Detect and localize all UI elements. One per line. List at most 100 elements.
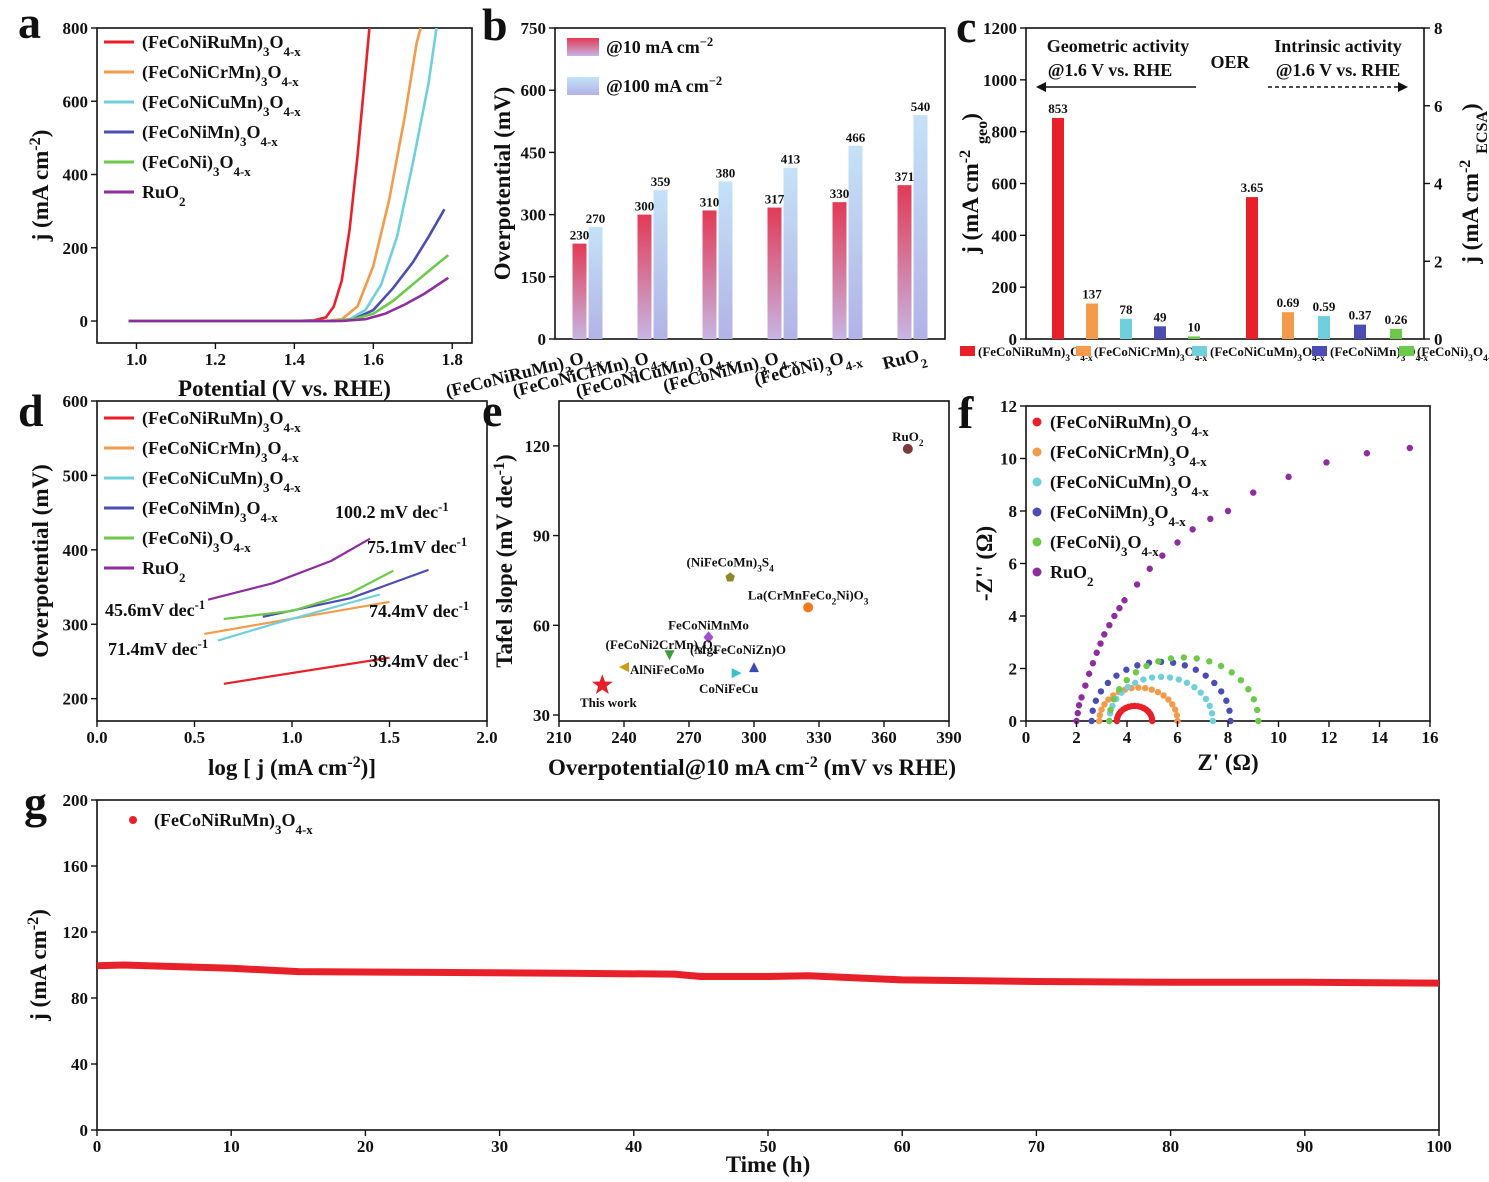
panel-f-point-FeCoNi <box>1245 686 1252 693</box>
panel-d-x-tick-label: 1.5 <box>379 728 400 747</box>
panel-b-legend-label-part: −2 <box>700 35 713 49</box>
panel-a-x-tick-label: 1.6 <box>363 350 384 369</box>
panel-c-legend-label-part: 3 <box>1297 354 1302 364</box>
panel-f-point-FeCoNiMn <box>1218 688 1225 695</box>
panel-f-point-FeCoNi <box>1193 655 1200 662</box>
panel-c-ylabel-right-part: -2 <box>1457 160 1474 173</box>
panel-a-legend-label: (FeCoNiRuMn)3O4-x <box>142 32 301 59</box>
panel-f-legend-swatch <box>1032 417 1042 427</box>
panel-a-legend-label-part: (FeCoNiCuMn) <box>142 92 263 113</box>
panel-f-point-FeCoNi <box>1255 717 1262 725</box>
panel-c-legend-swatch <box>1076 346 1091 356</box>
panel-d-line-FeCoNiRuMn <box>223 656 390 685</box>
panel-f-legend-label-part: (FeCoNiRuMn) <box>1050 412 1171 433</box>
panel-c-value-label: 78 <box>1120 302 1134 317</box>
panel-e-x-tick-label: 330 <box>806 728 832 747</box>
panel-a-legend-label-part: 2 <box>179 194 185 209</box>
panel-g-y-tick-label: 160 <box>63 857 89 876</box>
panel-f-point-FeCoNiCuMn <box>1175 676 1182 683</box>
panel-f-point-FeCoNiCuMn <box>1206 702 1213 710</box>
panel-b-value-label: 310 <box>700 194 720 209</box>
panel-a-legend-label-part: 3 <box>263 104 270 119</box>
panel-e-xlabel-part: Overpotential@10 mA cm <box>548 755 804 781</box>
panel-d-legend-label: (FeCoNiCrMn)3O4-x <box>142 438 299 465</box>
panel-b-value-label: 317 <box>765 192 785 207</box>
panel-d-slope-label-part: -1 <box>195 598 206 612</box>
panel-d-xlabel-part: log [ j (mA cm <box>208 755 347 780</box>
panel-label-c: c <box>956 1 976 52</box>
panel-d-slope-label-part: 74.4mV dec <box>369 601 459 621</box>
panel-c-value-label: 0.37 <box>1349 308 1372 323</box>
panel-f-point-RuO2 <box>1074 709 1081 717</box>
panel-a-ylabel-part: -2 <box>27 137 44 150</box>
panel-e-point <box>749 662 759 673</box>
panel-a-legend-label-part: 4-x <box>233 164 251 179</box>
panel-f-y-tick-label: 8 <box>1009 502 1018 521</box>
panel-f-point-FeCoNiCuMn <box>1208 710 1216 717</box>
panel-d-legend-label-part: 3 <box>263 420 270 435</box>
panel-a-ylabel: j (mA cm-2) <box>27 130 54 243</box>
panel-f-point-FeCoNi <box>1143 662 1150 670</box>
panel-f-point-RuO2 <box>1121 597 1128 604</box>
panel-f-point-RuO2 <box>1085 670 1093 677</box>
panel-f-point-FeCoNiCuMn <box>1157 673 1165 681</box>
panel-e-x-tick-label: 300 <box>741 728 767 747</box>
panel-e-point-label-part: 4 <box>713 647 718 657</box>
panel-f-point-FeCoNi <box>1106 717 1113 725</box>
panel-a-x-tick-label: 1.8 <box>442 350 463 369</box>
panel-f-point-FeCoNiCrMn <box>1160 692 1167 699</box>
panel-f-point-RuO2 <box>1323 459 1330 466</box>
panel-d-slope-label-part: 39.4mV dec <box>369 651 459 671</box>
panel-f-point-FeCoNiMn <box>1088 717 1095 725</box>
panel-g-y-tick-label: 40 <box>71 1055 88 1074</box>
panel-e-point-label-part: 4 <box>769 564 774 574</box>
panel-c-bar-geometric <box>1052 117 1064 339</box>
panel-f-point-FeCoNiCrMn <box>1101 701 1108 708</box>
panel-a-legend-label-part: 4-x <box>283 104 301 119</box>
panel-label-a: a <box>18 0 41 48</box>
panel-d-x-tick-label: 0.0 <box>86 728 107 747</box>
panel-c-value-label: 0.26 <box>1385 312 1408 327</box>
panel-e-point-label: This work <box>580 695 637 710</box>
panel-g-x-tick-label: 0 <box>93 1137 102 1156</box>
panel-f-point-FeCoNiCuMn <box>1202 695 1210 703</box>
panel-d-legend-label: (FeCoNi)3O4-x <box>142 528 251 555</box>
panel-f-point-RuO2 <box>1207 515 1214 523</box>
panel-d-slope-label-part: -1 <box>459 649 470 663</box>
panel-d-legend-label-part: O <box>269 468 283 488</box>
panel-c-legend-label-part: 4-x <box>1416 354 1429 364</box>
panel-e-point-label: (MgFeCoNiZn)O <box>690 642 786 657</box>
panel-e-point-label-part: CoNiFeCu <box>699 681 758 696</box>
panel-b-y-tick-label: 300 <box>521 206 547 225</box>
panel-f-y-tick-label: 10 <box>1000 450 1017 469</box>
panel-c-bar-intrinsic <box>1318 316 1330 339</box>
panel-b-category-label-part: 4-x <box>844 355 865 374</box>
panel-d-x-tick-label: 2.0 <box>476 728 497 747</box>
panel-e-point <box>703 631 714 644</box>
panel-e-point-label-part: La(CrMnFeCo <box>748 587 832 602</box>
panel-b-bar-100mA <box>653 190 668 339</box>
panel-d-legend-label-part: (FeCoNiRuMn) <box>142 408 263 429</box>
panel-f-point-FeCoNiMn <box>1227 717 1234 725</box>
panel-b-value-label: 413 <box>781 152 801 167</box>
panel-c-value-label: 10 <box>1188 319 1201 334</box>
panel-f-x-tick-label: 8 <box>1224 728 1233 747</box>
panel-f-ylabel: -Z'' (Ω) <box>972 526 997 601</box>
panel-a-legend-label-part: RuO <box>142 182 179 202</box>
panel-f-y-tick-label: 6 <box>1009 555 1018 574</box>
panel-c-arrowhead <box>1398 82 1408 92</box>
panel-a-legend-label: (FeCoNiCrMn)3O4-x <box>142 62 299 89</box>
panel-d-legend-label-part: (FeCoNiCuMn) <box>142 468 263 489</box>
panel-f-y-tick-label: 4 <box>1009 607 1018 626</box>
panel-a-legend-label-part: O <box>246 122 260 142</box>
panel-d-legend-label-part: 4-x <box>283 480 301 495</box>
panel-b-bar-10mA <box>767 207 782 339</box>
panel-d-slope-label: 39.4mV dec-1 <box>369 649 469 671</box>
panel-a-legend-label-part: 4-x <box>281 74 299 89</box>
panel-b-legend-swatch <box>567 77 599 95</box>
panel-f-point-FeCoNi <box>1116 686 1123 693</box>
panel-f-point-RuO2 <box>1106 621 1113 629</box>
panel-a-legend-label: (FeCoNiCuMn)3O4-x <box>142 92 301 119</box>
panel-a-x-tick-label: 1.2 <box>205 350 226 369</box>
panel-f-legend-label-part: 4-x <box>1141 544 1159 559</box>
